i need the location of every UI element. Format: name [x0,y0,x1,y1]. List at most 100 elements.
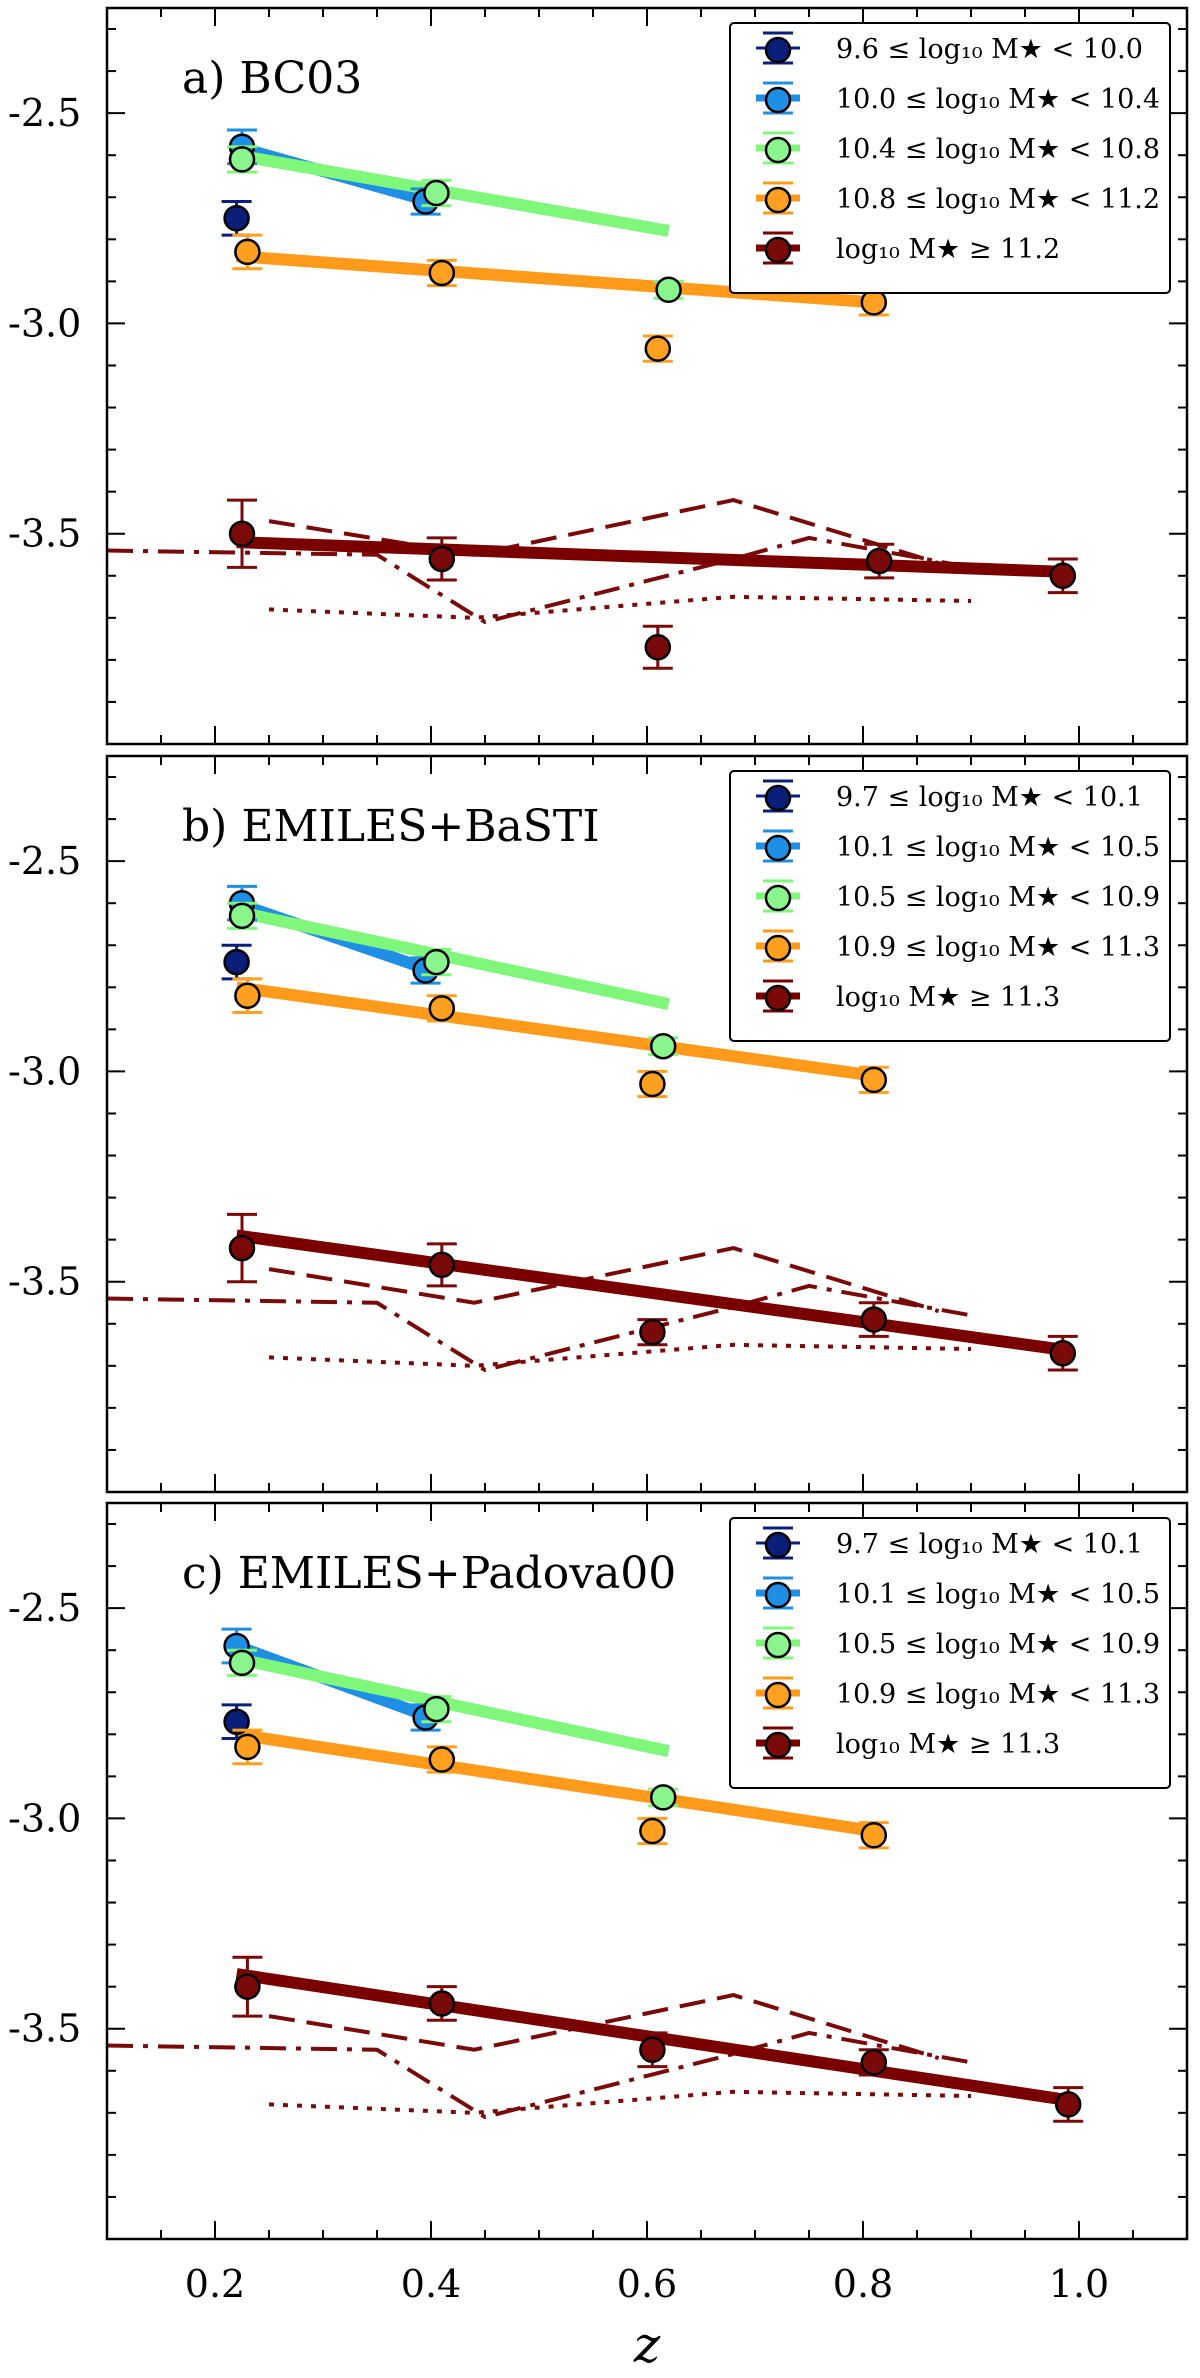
legend-marker [764,984,792,1012]
point-bin2 [423,948,450,976]
reference-line-dotted [268,2089,972,2115]
legend-marker [764,784,792,812]
point-bin3 [639,1817,666,1845]
legend-marker [764,834,792,862]
y-tick-label: -3.0 [8,301,81,345]
point-bin4 [228,1234,256,1262]
point-bin4 [228,520,256,547]
y-tick-label: -3.5 [8,512,81,556]
legend-label: 10.9 ≤ log₁₀ M★ < 11.3 [836,1679,1160,1710]
fit-line-bin3 [236,250,875,309]
legend-marker [764,934,792,962]
point-bin2 [423,1695,450,1723]
panel-label: b) EMILES+BaSTI [182,801,600,852]
point-bin2 [228,1649,256,1677]
point-bin3 [428,1746,456,1773]
point-bin4 [860,2049,888,2076]
point-bin4 [639,1318,666,1346]
plot-area [107,884,1078,1373]
legend-label: 10.4 ≤ log₁₀ M★ < 10.8 [836,134,1160,165]
point-bin2 [649,1784,677,1811]
point-bin4 [428,1251,456,1279]
point-bin4 [428,1990,456,2017]
legend-marker [764,136,792,164]
plot-area [107,1627,1084,2123]
legend-label: 9.6 ≤ log₁₀ M★ < 10.0 [836,34,1143,65]
point-bin4 [1049,562,1077,590]
fit-line-bin2 [235,905,670,1011]
point-bin4 [860,1306,888,1333]
point-bin4 [639,2036,666,2063]
x-tick-label: 0.4 [401,2262,461,2306]
panel-label: a) BC03 [182,53,362,104]
legend-label: 10.8 ≤ log₁₀ M★ < 11.2 [836,184,1160,215]
y-tick-label: -3.0 [8,1049,81,1093]
panel-2: -2.5 -3.0 -3.5 c) EMILES+Padova00 9.7 ≤ log₁… [8,1501,1189,2241]
point-bin3 [860,1066,888,1094]
legend-marker [764,884,792,912]
y-tick-label: -3.0 [8,1796,81,1840]
point-bin4 [1054,2091,1082,2118]
point-bin0 [223,948,250,976]
legend-marker [764,236,792,264]
y-tick-label: -2.5 [8,91,81,135]
legend-marker [764,1681,792,1709]
legend-marker [764,186,792,214]
legend: 9.7 ≤ log₁₀ M★ < 10.1 10.1 ≤ log₁₀ M★ < 1… [729,770,1171,1042]
point-bin2 [423,179,450,207]
reference-line-dashdot [107,535,972,625]
reference-line-dotted [268,1342,972,1368]
point-bin2 [655,276,682,304]
plot-area [107,128,1078,670]
reference-line-dotted [268,594,972,620]
point-bin3 [428,259,456,287]
legend-box [729,22,1171,294]
y-tick-label: -2.5 [8,839,81,883]
fit-line-bin2 [235,149,670,237]
legend: 9.6 ≤ log₁₀ M★ < 10.0 10.0 ≤ log₁₀ M★ < 1… [729,22,1171,294]
y-tick-label: -2.5 [8,1586,81,1630]
point-bin3 [428,995,456,1022]
legend-box [729,770,1171,1042]
reference-line-dashed [268,1246,940,1314]
point-bin3 [644,335,672,362]
fit-line-bin3 [235,1728,875,1837]
legend-label: log₁₀ M★ ≥ 11.3 [836,982,1060,1013]
x-tick-label: 0.8 [833,2262,893,2306]
fit-line-bin4 [236,536,1058,578]
legend-label: 9.7 ≤ log₁₀ M★ < 10.1 [836,782,1143,813]
legend-marker [764,1731,792,1759]
legend-label: 10.1 ≤ log₁₀ M★ < 10.5 [836,1579,1160,1610]
point-bin2 [649,1032,677,1060]
x-tick-label: 0.6 [617,2262,677,2306]
point-bin4 [644,634,672,661]
point-bin4 [234,1973,261,2000]
point-bin0 [223,205,250,232]
fit-line-bin2 [235,1652,670,1758]
x-tick-label: 0.2 [185,2262,245,2306]
legend-label: 10.5 ≤ log₁₀ M★ < 10.9 [836,882,1160,913]
point-bin2 [228,902,256,930]
point-bin3 [234,1733,261,1761]
reference-line-dashdot [107,2030,972,2120]
panel-label: c) EMILES+Padova00 [182,1548,676,1599]
legend-label: 10.9 ≤ log₁₀ M★ < 11.3 [836,932,1160,963]
point-bin3 [234,982,261,1009]
point-bin3 [639,1070,666,1098]
fit-line-bin3 [235,981,875,1082]
legend-label: 10.0 ≤ log₁₀ M★ < 10.4 [836,84,1160,115]
reference-line-dashed [268,1993,940,2061]
legend-marker [764,86,792,114]
point-bin0 [223,1708,250,1735]
legend-box [729,1517,1171,1789]
legend-label: 10.5 ≤ log₁₀ M★ < 10.9 [836,1629,1160,1660]
legend-label: log₁₀ M★ ≥ 11.2 [836,234,1060,265]
x-tick-label: 1.0 [1049,2262,1109,2306]
panel-0: -2.5 -3.0 -3.5 a) BC03 9.6 ≤ log₁₀ M★ < 10.0… [8,6,1189,746]
legend-label: log₁₀ M★ ≥ 11.3 [836,1729,1060,1760]
y-tick-label: -3.5 [8,2007,81,2051]
point-bin3 [234,238,261,266]
point-bin4 [865,547,893,575]
reference-line-dashdot [107,1283,972,1373]
